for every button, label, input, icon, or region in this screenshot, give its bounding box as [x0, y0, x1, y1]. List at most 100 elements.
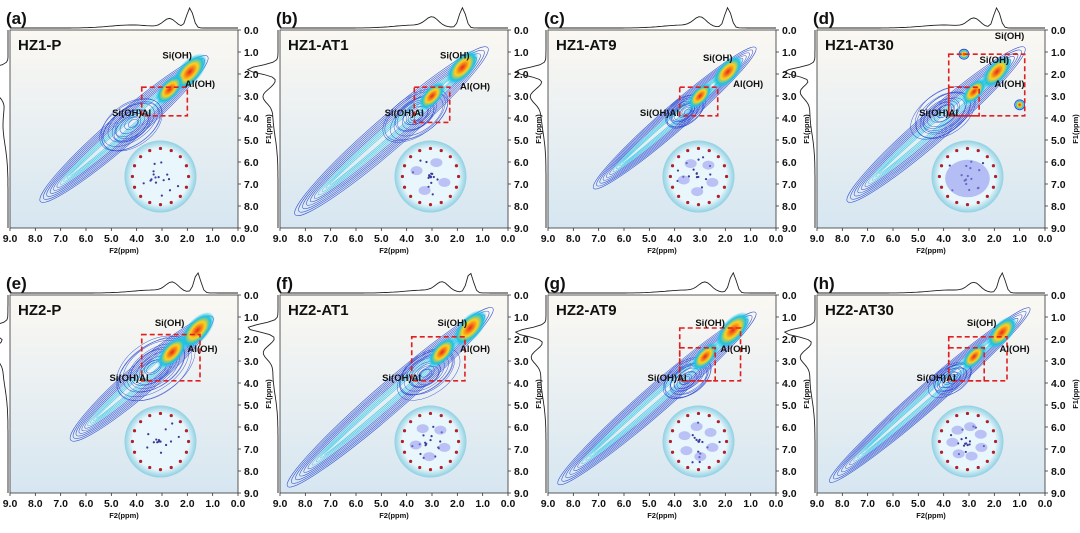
framework-site [157, 438, 161, 442]
framework-site [157, 176, 160, 179]
y-tick-label: 1.0 [514, 47, 529, 59]
framework-site [428, 411, 433, 416]
framework-site [439, 440, 442, 443]
framework-site [691, 461, 694, 464]
peak-annotation: Si(OH)Al [919, 108, 958, 119]
y-tick-label: 2.0 [514, 334, 529, 346]
cloud-contour [420, 369, 431, 378]
x-tick-label: 1.0 [743, 233, 758, 245]
inset-disk [931, 405, 1004, 478]
framework-site [132, 450, 137, 454]
x-tick-label: 8.0 [298, 233, 313, 245]
peak-2 [687, 82, 713, 110]
x-tick-label: 9.0 [273, 498, 288, 510]
peak-2 [427, 337, 457, 368]
peak-1 [715, 311, 751, 349]
framework-site [707, 413, 711, 418]
framework-site [409, 155, 413, 159]
framework-site [716, 194, 720, 198]
y-tick-label: 9.0 [514, 488, 529, 500]
y-tick-label: 4.0 [514, 378, 529, 390]
framework-site [701, 440, 704, 444]
framework-site [429, 438, 432, 442]
y-tick-label: 9.0 [1051, 223, 1066, 235]
contour-layer [846, 46, 1026, 203]
framework-site [991, 164, 996, 168]
peak-2 [156, 336, 188, 369]
y-tick-label: 2.0 [782, 69, 797, 81]
framework-site [130, 174, 134, 179]
panel-label: (e) [6, 274, 27, 293]
y-tick-label: 3.0 [244, 91, 259, 103]
dashed-region-box [140, 86, 189, 117]
framework-site [178, 459, 182, 463]
projection-left [247, 295, 279, 493]
framework-site [939, 429, 944, 433]
framework-site [177, 435, 180, 439]
x-tick-label: 0.0 [1038, 233, 1053, 245]
y-tick-label: 6.0 [244, 157, 259, 169]
framework-site [946, 420, 950, 424]
inset-zeolite-crystal [662, 405, 735, 478]
cloud-contour [937, 109, 948, 119]
x-tick-label: 2.0 [718, 498, 733, 510]
cloud-contour [393, 95, 444, 137]
dashed-region-box [947, 346, 986, 382]
y-tick-label: 5.0 [782, 400, 797, 412]
framework-site [698, 460, 701, 464]
peak-annotation: Al(OH) [733, 79, 763, 90]
projection-left [0, 30, 9, 228]
framework-site [439, 200, 443, 205]
cloud-contour [124, 117, 140, 130]
framework-site [677, 194, 681, 198]
x-axis-label: F2(ppm) [379, 511, 409, 520]
cloud-contour [418, 368, 433, 381]
cloud-contour [397, 347, 461, 401]
peak-annotation: Si(OH) [995, 31, 1025, 42]
cloud-contour [103, 101, 159, 147]
diagonal-contour [846, 46, 1026, 203]
mesopore [965, 451, 978, 461]
framework-site [976, 413, 980, 418]
contour-layer [592, 46, 757, 190]
mesopore [684, 159, 697, 169]
mesopore [410, 166, 423, 176]
x-tick-label: 1.0 [205, 498, 220, 510]
framework-site [946, 194, 950, 198]
x-tick-label: 6.0 [349, 498, 364, 510]
panel-label: (d) [813, 9, 835, 28]
sample-title: HZ1-AT1 [288, 37, 349, 54]
framework-site [169, 440, 173, 443]
diagonal-contour [302, 53, 481, 210]
x-tick-label: 5.0 [374, 498, 389, 510]
panel-label: (f) [276, 274, 293, 293]
mesopore [974, 429, 987, 439]
x-tick-label: 3.0 [425, 233, 440, 245]
y-tick-label: 1.0 [514, 312, 529, 324]
mesopore [706, 442, 719, 452]
framework-site [707, 148, 711, 153]
projection-top [548, 6, 776, 29]
framework-site [427, 176, 430, 179]
peak-annotation: Al(OH) [185, 79, 215, 90]
framework-site [687, 175, 690, 178]
framework-site [132, 185, 137, 189]
cloud-contour [384, 90, 446, 141]
framework-site [686, 200, 690, 205]
dashed-region-box [678, 346, 717, 382]
x-axis-label: F2(ppm) [109, 511, 139, 520]
framework-site [668, 174, 673, 179]
framework-site [184, 450, 189, 454]
y-tick-label: 2.0 [782, 334, 797, 346]
x-tick-label: 7.0 [53, 233, 68, 245]
framework-site [409, 459, 413, 463]
framework-site [670, 164, 675, 168]
framework-site [132, 429, 137, 433]
cloud-contour [111, 109, 151, 143]
y-tick-label: 0.0 [782, 290, 797, 302]
mesopore [409, 440, 422, 450]
framework-site [169, 465, 173, 470]
framework-site [985, 155, 989, 159]
framework-site [171, 422, 174, 425]
y-axis-label: F1(ppm) [1071, 379, 1080, 409]
